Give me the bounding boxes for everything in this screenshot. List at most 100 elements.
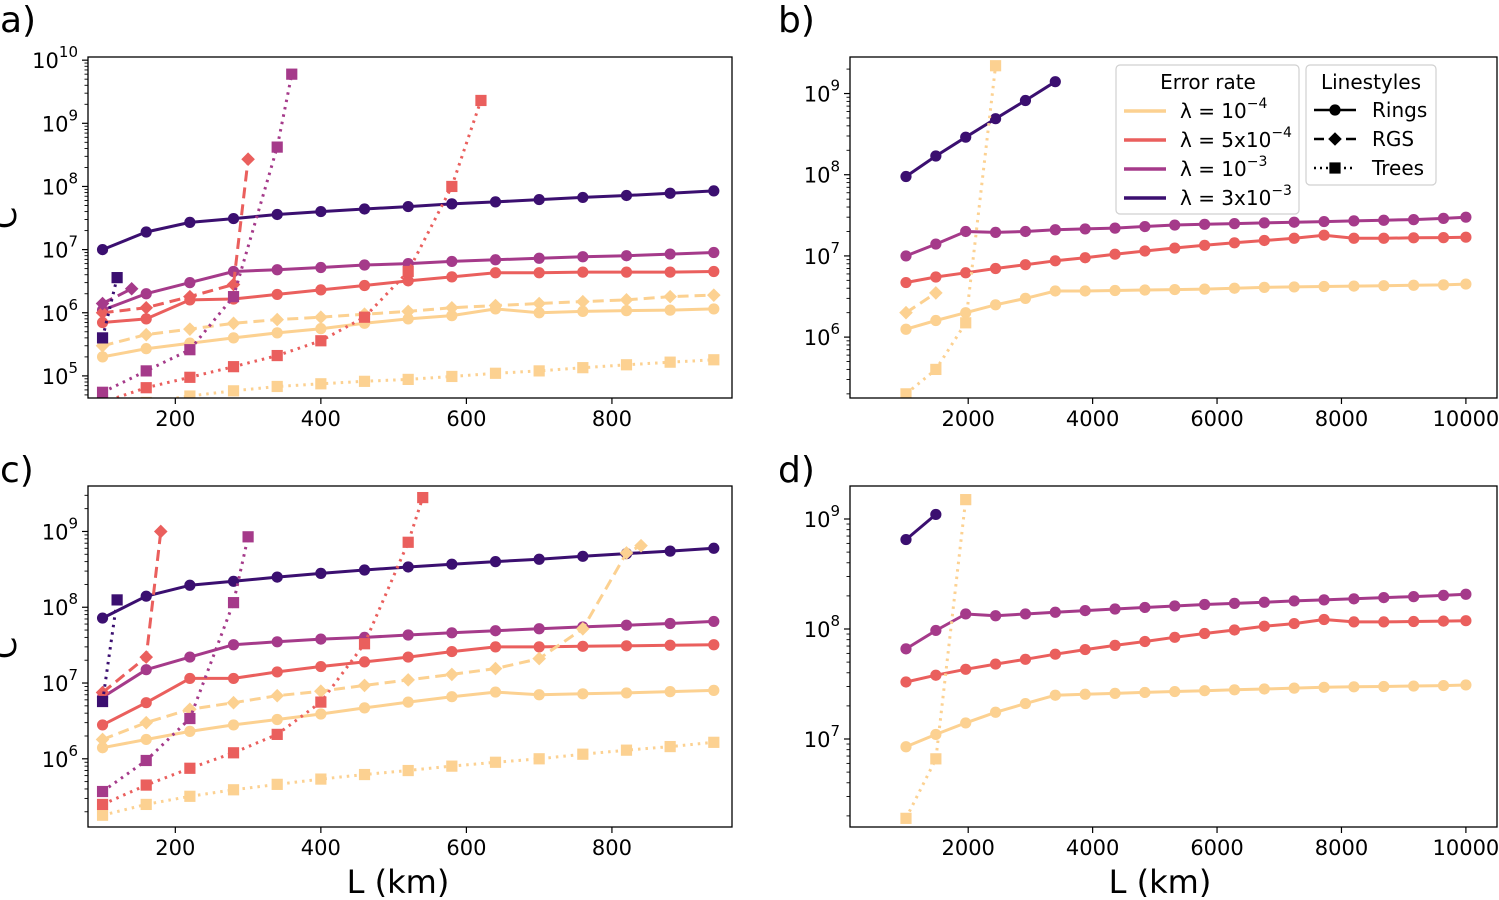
data-point [315,378,327,390]
data-point [1348,280,1360,292]
data-point [1378,214,1390,226]
data-point [1437,212,1450,224]
data-point [1019,653,1032,665]
data-point [1199,218,1211,230]
data-point [402,764,414,777]
y-tick-label: 108 [42,169,78,199]
data-point [1437,589,1450,602]
data-point [619,546,634,560]
data-point [417,491,429,504]
data-point [1258,281,1270,293]
data-point [620,687,633,699]
data-point [184,277,196,289]
data-point [1079,643,1091,656]
legend-style-marker [1329,162,1341,174]
series-line [110,100,483,398]
data-point [1288,617,1300,630]
data-point [1288,682,1300,694]
data-point [930,238,942,250]
data-point [900,276,912,289]
data-point [576,294,590,309]
data-point [1019,697,1032,710]
data-point [446,198,458,210]
data-point [900,323,912,335]
data-point [111,272,123,284]
x-tick-label: 600 [446,407,486,431]
axes-frame [87,485,733,828]
data-point [1460,231,1472,243]
data-point [315,696,327,708]
data-point [577,305,589,318]
data-point [402,200,414,213]
data-point [315,633,327,645]
y-axis-title-top: C [0,207,24,229]
data-point [489,756,502,768]
data-point [401,673,415,687]
data-point [489,367,502,379]
data-point [227,747,240,759]
data-point [1437,279,1450,291]
series-line [101,73,294,394]
data-point [577,748,589,760]
data-point [1228,684,1241,696]
data-point [1169,219,1181,231]
data-point [96,244,109,256]
data-point [930,150,942,162]
data-point [989,610,1002,622]
data-point [708,615,720,628]
data-point [1079,252,1091,264]
data-point [1228,218,1241,230]
data-point [271,141,283,153]
data-point [1049,224,1061,236]
data-point [1019,292,1032,304]
data-point [270,312,284,327]
data-point [620,359,633,371]
data-point [402,275,414,287]
data-point [989,226,1002,238]
data-point [1408,615,1420,628]
data-point [402,696,414,708]
panel-1: a) 200 400 600 800 105 106 107 108 109 1010 [0,0,733,431]
data-point [533,553,545,565]
data-point [271,713,283,726]
data-point [446,310,458,322]
data-point [1169,283,1181,296]
data-point [1139,635,1151,648]
plot-area [900,494,1472,824]
x-tick-label: 10000 [1432,407,1499,431]
data-point [960,717,972,729]
data-point [96,612,109,624]
data-point [139,327,154,342]
data-point [315,335,327,347]
data-point [446,180,458,193]
data-point [1169,631,1181,643]
data-point [930,508,942,521]
data-point [989,706,1002,718]
series-line [102,159,250,315]
data-point [960,608,972,620]
data-point [1408,232,1420,244]
data-point [577,688,589,700]
data-point [708,246,720,259]
data-point [489,196,502,208]
data-point [900,170,912,183]
data-point [139,715,154,730]
data-point [227,291,240,303]
data-point [1139,601,1151,614]
y-tick-label: 107 [42,233,78,263]
data-point [96,809,109,821]
plot-area [95,491,720,821]
panel-label: b) [778,0,815,41]
data-point [1139,686,1151,699]
data-point [1019,225,1032,238]
data-point [1378,591,1390,604]
data-point [1460,679,1472,691]
data-point [577,191,589,204]
data-point [1019,608,1032,620]
data-point [140,754,152,767]
data-point [140,343,152,355]
data-point [989,658,1002,670]
data-point [271,327,283,339]
data-point [664,304,676,316]
data-point [227,212,240,225]
